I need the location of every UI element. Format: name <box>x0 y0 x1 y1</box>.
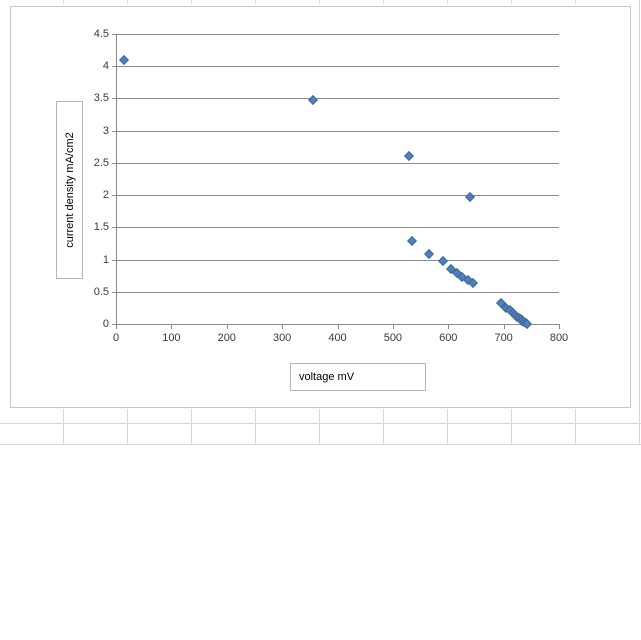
y-gridline <box>116 227 559 229</box>
x-tick-mark <box>337 324 339 329</box>
y-gridline <box>116 162 559 164</box>
x-tick-label: 800 <box>549 332 569 344</box>
data-point[interactable] <box>119 54 130 65</box>
sheet-gridline <box>0 444 641 445</box>
x-tick-label: 200 <box>217 332 236 344</box>
y-tick-label: 1.5 <box>93 221 109 234</box>
y-axis-line <box>116 34 117 325</box>
chart-object[interactable]: current density mA/cm2 voltage mV 0 0.5 1 1… <box>10 6 631 408</box>
sheet-gridline <box>511 0 512 4</box>
sheet-gridline <box>383 409 384 445</box>
y-tick-mark <box>112 324 116 325</box>
data-point[interactable] <box>522 319 533 329</box>
sheet-gridline <box>63 0 64 4</box>
sheet-gridline <box>0 423 641 424</box>
sheet-gridline <box>575 0 576 4</box>
y-gridline <box>116 130 559 132</box>
y-tick-mark <box>112 34 116 35</box>
data-point[interactable] <box>465 192 476 202</box>
y-tick-label: 1 <box>102 253 109 266</box>
sheet-gridline <box>639 0 640 4</box>
y-tick-mark <box>112 130 116 132</box>
x-tick-label: 400 <box>328 332 347 344</box>
y-axis-title-box[interactable]: current density mA/cm2 <box>56 101 83 279</box>
x-axis-title: voltage mV <box>299 371 355 383</box>
x-tick-mark <box>392 324 394 329</box>
sheet-gridline <box>319 409 320 445</box>
x-tick-mark <box>503 324 505 329</box>
sheet-gridline <box>639 409 640 445</box>
x-tick-mark <box>171 324 173 329</box>
y-tick-label: 2 <box>102 189 109 202</box>
sheet-gridline <box>383 0 384 4</box>
sheet-gridline <box>127 0 128 4</box>
x-tick-label: 600 <box>439 332 458 344</box>
y-tick-mark <box>112 259 116 261</box>
sheet-gridline <box>575 409 576 445</box>
y-tick-mark <box>112 227 116 229</box>
y-tick-label: 4.5 <box>93 28 109 40</box>
data-point[interactable] <box>437 256 448 267</box>
y-gridline <box>116 98 559 100</box>
sheet-gridline <box>63 409 64 445</box>
data-point[interactable] <box>423 249 434 260</box>
y-tick-label: 3 <box>102 124 109 137</box>
data-point[interactable] <box>404 150 415 161</box>
sheet-gridline <box>127 409 128 445</box>
y-gridline <box>116 34 559 35</box>
y-tick-mark <box>112 162 116 164</box>
x-tick-mark <box>226 324 228 329</box>
y-tick-label: 0.5 <box>93 285 109 298</box>
data-point[interactable] <box>307 94 318 105</box>
sheet-gridline <box>447 0 448 4</box>
sheet-gridline <box>255 409 256 445</box>
sheet-gridline <box>191 0 192 4</box>
x-tick-mark <box>116 324 117 329</box>
y-tick-label: 2.5 <box>93 156 109 169</box>
data-point[interactable] <box>407 235 418 246</box>
y-tick-mark <box>112 291 116 293</box>
y-tick-label: 0 <box>102 318 109 330</box>
sheet-gridline <box>447 409 448 445</box>
x-tick-label: 300 <box>272 332 292 344</box>
sheet-gridline <box>255 0 256 4</box>
x-tick-label: 0 <box>112 332 120 344</box>
sheet-gridline <box>191 409 192 445</box>
sheet-gridline <box>639 0 640 445</box>
x-axis-title-box[interactable]: voltage mV <box>290 363 426 391</box>
x-tick-label: 700 <box>494 332 513 344</box>
y-tick-mark <box>112 98 116 100</box>
x-tick-mark <box>559 324 560 329</box>
y-tick-mark <box>112 195 116 197</box>
x-tick-label: 100 <box>162 332 181 344</box>
y-tick-label: 3.5 <box>93 92 109 105</box>
sheet-gridline <box>319 0 320 4</box>
y-gridline <box>116 291 559 293</box>
y-tick-mark <box>112 66 116 68</box>
x-tick-mark <box>282 324 284 329</box>
x-tick-label: 500 <box>383 332 403 344</box>
y-gridline <box>116 259 559 261</box>
y-gridline <box>116 195 559 197</box>
x-tick-mark <box>448 324 450 329</box>
sheet-gridline <box>511 409 512 445</box>
y-tick-label: 4 <box>102 60 109 73</box>
y-gridline <box>116 66 559 68</box>
